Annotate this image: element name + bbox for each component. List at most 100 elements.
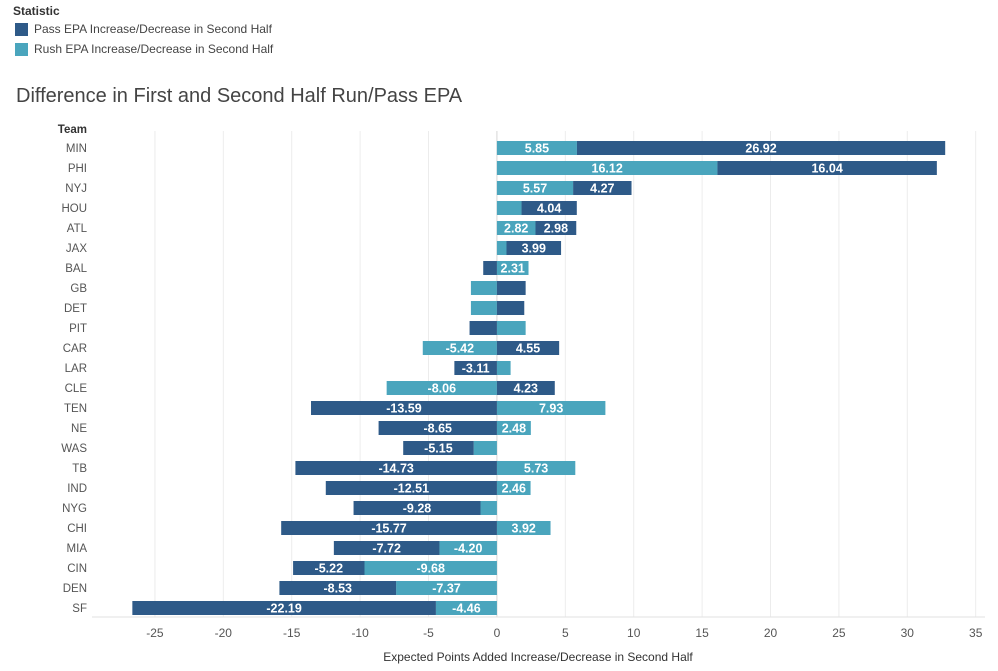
- bar-pass-was: [403, 441, 474, 455]
- legend-label-rush: Rush EPA Increase/Decrease in Second Hal…: [34, 42, 274, 56]
- team-label-lar: LAR: [65, 363, 87, 375]
- bar-rush-was: [473, 441, 497, 455]
- data-label-rush-mia: -4.20: [454, 542, 483, 556]
- category-header: Team: [58, 124, 87, 136]
- gridlines: [154, 131, 977, 617]
- bar-rush-ten: [496, 401, 606, 415]
- team-label-ne: NE: [71, 423, 87, 435]
- x-tick-label: 15: [695, 626, 709, 640]
- team-label-cle: CLE: [65, 383, 88, 395]
- bar-pass-min: [576, 141, 946, 155]
- team-label-pit: PIT: [69, 323, 87, 335]
- team-label-ind: IND: [67, 483, 87, 495]
- team-label-car: CAR: [63, 343, 87, 355]
- data-label-rush-ne: 2.48: [502, 422, 526, 436]
- team-labels: Team MIN PHI NYJ HOU ATL JAX BAL GB DET PIT CAR LAR…: [58, 124, 88, 615]
- team-label-chi: CHI: [67, 523, 87, 535]
- bar-rush-sf: [435, 601, 497, 615]
- data-label-pass-sf: -22.19: [266, 602, 301, 616]
- data-label-rush-phi: 16.12: [592, 162, 623, 176]
- team-label-tb: TB: [72, 463, 87, 475]
- data-label-rush-tb: 5.73: [524, 462, 548, 476]
- x-tick-label: 35: [969, 626, 983, 640]
- team-label-jax: JAX: [66, 243, 87, 255]
- bar-rush-chi: [496, 521, 551, 535]
- bar-rush-det: [470, 301, 497, 315]
- bar-rush-tb: [496, 461, 576, 475]
- data-label-rush-atl: 2.82: [504, 222, 528, 236]
- team-label-ten: TEN: [64, 403, 87, 415]
- bar-rush-cle: [386, 381, 497, 395]
- legend: Statistic Pass EPA Increase/Decrease in …: [13, 3, 273, 59]
- legend-title: Statistic: [13, 4, 60, 18]
- bar-pass-chi: [281, 521, 497, 535]
- x-tick-label: -5: [423, 626, 434, 640]
- bar-pass-pit: [469, 321, 497, 335]
- bars: [132, 141, 946, 615]
- bar-pass-atl: [535, 221, 577, 235]
- bar-rush-phi: [496, 161, 718, 175]
- team-label-sf: SF: [72, 603, 87, 615]
- bar-pass-ten: [311, 401, 497, 415]
- data-label-rush-den: -7.37: [432, 582, 461, 596]
- data-label-rush-bal: 2.31: [501, 262, 525, 276]
- data-label-pass-cin: -5.22: [315, 562, 344, 576]
- data-label-pass-ind: -12.51: [394, 482, 429, 496]
- bar-rush-nyg: [480, 501, 497, 515]
- data-label-rush-ind: 2.46: [502, 482, 526, 496]
- team-label-mia: MIA: [67, 543, 88, 555]
- bar-pass-bal: [483, 261, 497, 275]
- bar-pass-det: [496, 301, 525, 315]
- bar-pass-ne: [378, 421, 497, 435]
- data-label-pass-jax: 3.99: [522, 242, 546, 256]
- data-label-pass-phi: 16.04: [811, 162, 842, 176]
- bar-pass-mia: [333, 541, 440, 555]
- data-label-rush-car: -5.42: [446, 342, 475, 356]
- bar-pass-nyg: [353, 501, 481, 515]
- bar-pass-gb: [496, 281, 526, 295]
- bar-pass-jax: [506, 241, 562, 255]
- bar-pass-phi: [717, 161, 937, 175]
- x-tick-label: -10: [351, 626, 369, 640]
- bar-pass-hou: [521, 201, 577, 215]
- x-tick-label: 10: [627, 626, 641, 640]
- team-label-min: MIN: [66, 143, 87, 155]
- team-label-det: DET: [64, 303, 87, 315]
- bar-pass-lar: [454, 361, 497, 375]
- data-label-rush-ten: 7.93: [539, 402, 563, 416]
- bar-rush-bal: [496, 261, 529, 275]
- data-label-pass-min: 26.92: [745, 142, 776, 156]
- bar-pass-ind: [325, 481, 497, 495]
- data-label-pass-chi: -15.77: [371, 522, 406, 536]
- bar-rush-hou: [496, 201, 522, 215]
- x-tick-label: 5: [562, 626, 569, 640]
- x-tick-label: 25: [832, 626, 846, 640]
- bar-pass-cin: [293, 561, 365, 575]
- data-label-pass-ne: -8.65: [424, 422, 453, 436]
- data-label-rush-chi: 3.92: [512, 522, 536, 536]
- data-label-pass-ten: -13.59: [386, 402, 421, 416]
- bar-rush-pit: [496, 321, 526, 335]
- team-label-nyj: NYJ: [65, 183, 87, 195]
- x-tick-label: 0: [494, 626, 501, 640]
- legend-swatch-pass: [15, 22, 28, 36]
- data-label-pass-nyg: -9.28: [403, 502, 432, 516]
- bar-pass-cle: [496, 381, 555, 395]
- data-label-pass-den: -8.53: [324, 582, 353, 596]
- data-label-pass-cle: 4.23: [514, 382, 538, 396]
- x-tick-label: -25: [146, 626, 164, 640]
- data-label-pass-car: 4.55: [516, 342, 540, 356]
- bar-pass-den: [279, 581, 397, 595]
- legend-item-rush: Rush EPA Increase/Decrease in Second Hal…: [13, 39, 273, 59]
- bar-rush-car: [422, 341, 497, 355]
- bar-rush-min: [496, 141, 577, 155]
- team-label-was: WAS: [61, 443, 87, 455]
- bar-pass-sf: [132, 601, 436, 615]
- team-label-den: DEN: [63, 583, 87, 595]
- bar-rush-jax: [496, 241, 507, 255]
- data-label-rush-min: 5.85: [525, 142, 549, 156]
- team-label-bal: BAL: [65, 263, 87, 275]
- x-tick-label: 30: [901, 626, 915, 640]
